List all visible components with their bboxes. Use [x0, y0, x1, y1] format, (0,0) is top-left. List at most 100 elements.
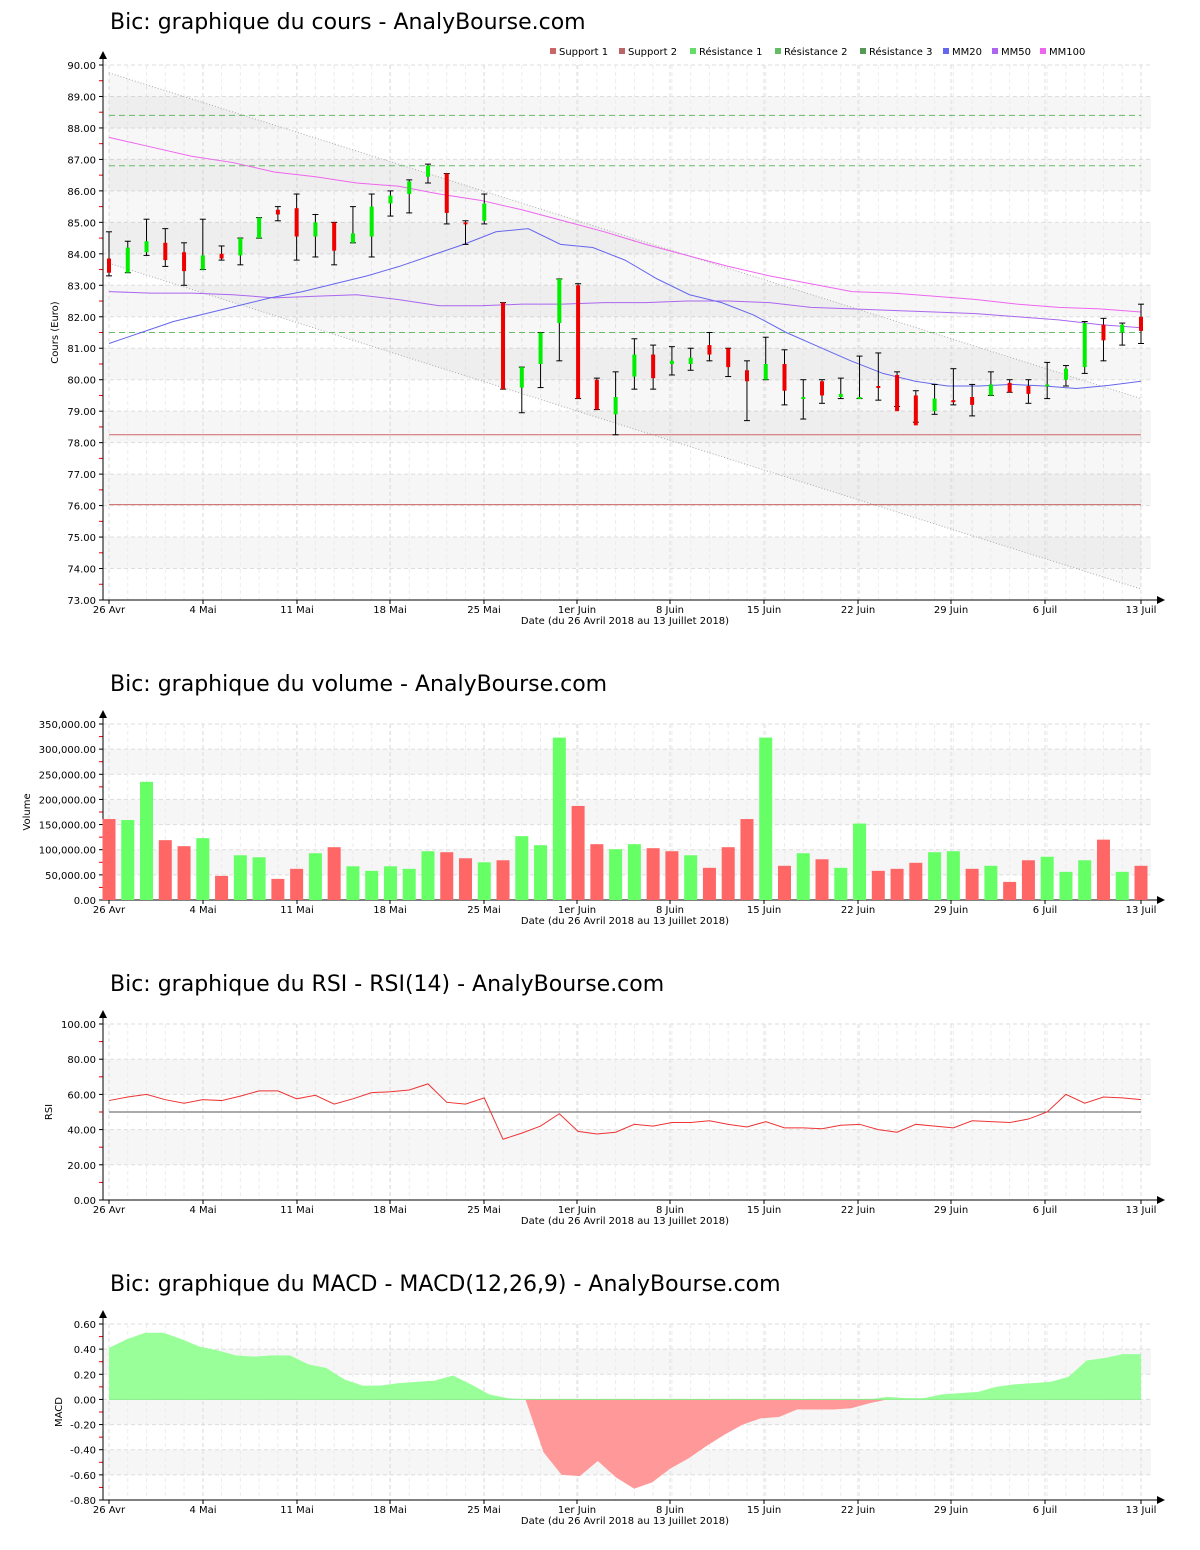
volume-bar — [290, 868, 304, 900]
y-tick-label: 84.00 — [67, 250, 96, 261]
volume-bar — [327, 847, 341, 900]
candlestick — [218, 245, 225, 261]
y-tick-label: 82.00 — [67, 313, 96, 324]
y-tick-label: 0.20 — [74, 1370, 96, 1381]
x-tick-label: 15 Juin — [747, 905, 781, 916]
x-tick-label: 26 Avr — [93, 605, 126, 616]
x-tick-label: 6 Juil — [1033, 905, 1057, 916]
candlestick — [106, 231, 112, 277]
x-tick-label: 8 Juin — [656, 605, 684, 616]
volume-bar — [459, 858, 473, 900]
y-tick-label: 83.00 — [67, 281, 96, 292]
y-tick-label: 85.00 — [67, 218, 96, 229]
x-axis-arrow-icon — [1157, 596, 1165, 604]
legend-swatch-icon — [1040, 48, 1046, 54]
volume-chart-title: Bic: graphique du volume - AnalyBourse.c… — [110, 672, 608, 697]
y-tick-label: 150,000.00 — [39, 821, 96, 832]
volume-bar — [928, 852, 942, 900]
y-tick-label: 20.00 — [67, 1161, 96, 1172]
candlestick — [650, 344, 657, 390]
y-tick-label: 80.00 — [67, 1055, 96, 1066]
candlestick — [406, 179, 413, 214]
trend-channel — [109, 73, 1141, 589]
candlestick — [1081, 320, 1088, 374]
candlestick — [349, 206, 356, 244]
volume-bar — [1040, 856, 1054, 900]
x-tick-label: 29 Juin — [934, 605, 968, 616]
candlestick — [462, 220, 469, 245]
x-tick-label: 4 Mai — [189, 1505, 216, 1516]
volume-bar — [215, 875, 229, 900]
volume-bar — [759, 737, 773, 900]
candlestick — [762, 336, 769, 381]
y-tick-label: 0.00 — [74, 1395, 96, 1406]
x-tick-label: 18 Mai — [373, 1205, 406, 1216]
volume-bar — [777, 865, 791, 900]
x-tick-label: 26 Avr — [93, 905, 126, 916]
y-tick-label: 74.00 — [67, 565, 96, 576]
legend-item: Résistance 2 — [775, 46, 847, 58]
x-tick-label: 11 Mai — [280, 905, 313, 916]
x-tick-label: 13 Juil — [1126, 1205, 1157, 1216]
volume-bar — [590, 844, 604, 900]
legend-item: MM50 — [992, 47, 1031, 58]
svg-text:MM50: MM50 — [1001, 47, 1031, 58]
x-tick-label: 4 Mai — [189, 605, 216, 616]
legend-item: Résistance 1 — [690, 46, 762, 58]
y-tick-label: 90.00 — [67, 61, 96, 72]
y-tick-label: 87.00 — [67, 155, 96, 166]
x-axis-arrow-icon — [1157, 1496, 1165, 1504]
candlestick — [256, 217, 263, 239]
y-tick-label: 40.00 — [67, 1126, 96, 1137]
legend-swatch-icon — [550, 48, 556, 54]
x-tick-label: 25 Mai — [467, 1505, 500, 1516]
volume-bar — [158, 840, 172, 900]
legend-swatch-icon — [775, 48, 781, 54]
candlestick — [143, 218, 150, 256]
x-axis-title: Date (du 26 Avril 2018 au 13 Juillet 201… — [521, 1216, 729, 1227]
candlestick — [856, 355, 863, 400]
y-tick-label: 88.00 — [67, 124, 96, 135]
volume-bar — [308, 853, 322, 900]
volume-bar — [421, 851, 435, 900]
candlestick — [1119, 322, 1126, 346]
volume-bar — [1134, 865, 1148, 900]
x-tick-label: 8 Juin — [656, 905, 684, 916]
y-tick-label: 75.00 — [67, 533, 96, 544]
candlestick — [706, 332, 713, 362]
grid-band — [103, 1059, 1151, 1095]
volume-bar — [1078, 860, 1092, 900]
candlestick — [1025, 379, 1032, 404]
x-tick-label: 25 Mai — [467, 905, 500, 916]
candlestick — [687, 347, 694, 371]
x-axis-arrow-icon — [1157, 1196, 1165, 1204]
candlestick — [725, 347, 732, 378]
y-tick-label: 100.00 — [61, 1020, 96, 1031]
y-axis-arrow-icon — [99, 1010, 107, 1018]
candlestick — [237, 237, 244, 266]
legend-item: Support 1 — [550, 47, 608, 58]
volume-bar — [702, 867, 716, 900]
volume-bar — [196, 838, 210, 900]
candlestick — [331, 221, 338, 266]
x-tick-label: 1er Juin — [558, 605, 596, 616]
x-tick-label: 15 Juin — [747, 605, 781, 616]
x-tick-label: 22 Juin — [841, 605, 875, 616]
candlestick — [199, 218, 206, 271]
volume-bar — [646, 848, 660, 900]
price-chart: 73.00 74.00 75.00 76.00 77.00 78.00 79.00 80.00… — [50, 46, 1165, 627]
candlestick — [162, 228, 169, 267]
x-tick-label: 18 Mai — [373, 605, 406, 616]
legend-item: Résistance 3 — [860, 46, 932, 58]
candlestick — [181, 242, 188, 286]
svg-text:MM100: MM100 — [1049, 47, 1085, 58]
volume-bar — [402, 868, 416, 900]
macd-negative-area — [109, 1399, 1141, 1489]
volume-bar — [383, 866, 397, 900]
x-tick-label: 13 Juil — [1126, 605, 1157, 616]
legend-swatch-icon — [690, 48, 696, 54]
x-tick-label: 22 Juin — [841, 905, 875, 916]
candlestick — [481, 193, 488, 225]
candlestick — [1138, 303, 1144, 345]
y-tick-label: 78.00 — [67, 439, 96, 450]
